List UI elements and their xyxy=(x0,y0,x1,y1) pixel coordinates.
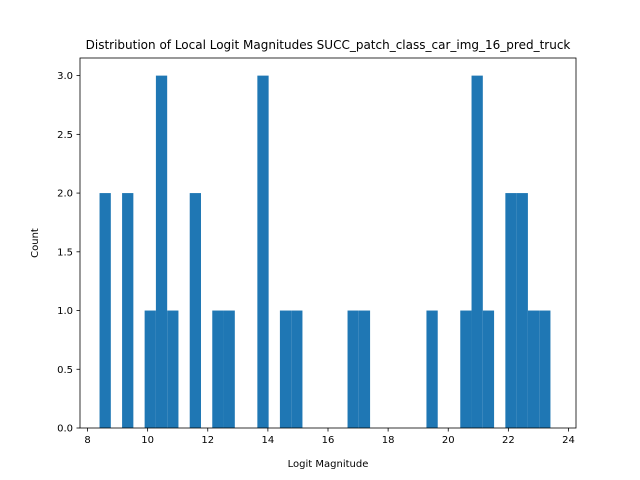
y-tick-label-6: 3.0 xyxy=(57,71,73,82)
y-tick-label-5: 2.5 xyxy=(57,130,73,141)
histogram-bar-3 xyxy=(155,75,168,428)
x-tick-label-7: 22 xyxy=(502,435,515,446)
bars-group xyxy=(99,75,551,428)
histogram-bar-13 xyxy=(426,310,438,428)
y-axis-label: Count xyxy=(30,228,41,258)
histogram-bar-4 xyxy=(167,310,179,428)
histogram-bar-15 xyxy=(471,75,483,428)
histogram-bar-12 xyxy=(358,310,371,428)
histogram-bar-1 xyxy=(122,193,134,428)
x-tick-label-3: 14 xyxy=(262,435,275,446)
histogram-bar-11 xyxy=(347,310,359,428)
x-tick-label-2: 12 xyxy=(201,435,214,446)
plot-frame xyxy=(79,57,577,429)
histogram-bar-10 xyxy=(291,310,303,428)
histogram-bar-6 xyxy=(212,310,224,428)
histogram-bar-0 xyxy=(99,193,111,428)
histogram-bar-2 xyxy=(144,310,156,428)
y-tick-label-3: 1.5 xyxy=(57,247,73,258)
histogram-bar-7 xyxy=(223,310,235,428)
y-tick-label-4: 2.0 xyxy=(57,189,73,200)
x-tick-label-5: 18 xyxy=(382,435,395,446)
histogram-bar-19 xyxy=(527,310,540,428)
histogram-bar-14 xyxy=(460,310,472,428)
x-tick-label-8: 24 xyxy=(562,435,575,446)
y-tick-label-2: 1.0 xyxy=(57,306,73,317)
y-tick-label-1: 0.5 xyxy=(57,365,73,376)
x-tick-label-4: 16 xyxy=(322,435,335,446)
histogram-bar-9 xyxy=(279,310,292,428)
histogram-bar-8 xyxy=(257,75,269,428)
histogram-bar-5 xyxy=(189,193,201,428)
histogram-bar-20 xyxy=(539,310,551,428)
y-tick-label-0: 0.0 xyxy=(57,424,73,435)
x-axis-label: Logit Magnitude xyxy=(288,459,369,470)
histogram-bar-16 xyxy=(482,310,495,428)
x-tick-label-0: 8 xyxy=(84,435,90,446)
x-axis-ticks: 8 10 12 14 16 18 20 22 24 xyxy=(84,428,575,446)
x-tick-label-6: 20 xyxy=(442,435,455,446)
histogram-bar-17 xyxy=(505,193,517,428)
histogram-bar-18 xyxy=(516,193,528,428)
y-axis-ticks: 0.0 0.5 1.0 1.5 2.0 2.5 3.0 xyxy=(57,71,80,435)
chart-title: Distribution of Local Logit Magnitudes S… xyxy=(86,38,571,52)
x-tick-label-1: 10 xyxy=(141,435,154,446)
